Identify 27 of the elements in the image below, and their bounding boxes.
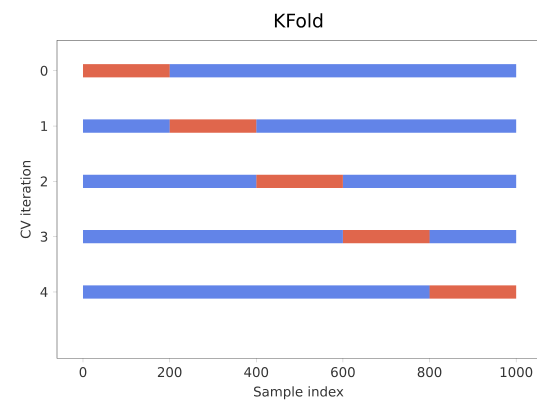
bar xyxy=(430,285,516,299)
bar xyxy=(170,64,516,78)
y-axis-title: CV iteration xyxy=(20,160,31,238)
bar xyxy=(430,230,516,244)
bar xyxy=(82,285,430,299)
x-tick-label: 1000 xyxy=(500,367,532,378)
bar xyxy=(82,119,170,133)
y-tick-label: 2 xyxy=(40,176,47,186)
x-tick-label: 400 xyxy=(244,367,268,378)
x-tick-label: 200 xyxy=(158,367,182,378)
x-tick-label: 0 xyxy=(80,367,86,378)
chart-title: KFold xyxy=(274,13,322,28)
x-tick-label: 800 xyxy=(418,367,442,378)
bar xyxy=(342,174,516,188)
bar xyxy=(82,64,170,78)
bar xyxy=(256,174,343,188)
bar xyxy=(342,230,430,244)
bar xyxy=(82,174,256,188)
bar xyxy=(170,119,256,133)
bar xyxy=(82,230,343,244)
y-tick-label: 0 xyxy=(40,66,48,76)
y-tick-label: 4 xyxy=(40,287,48,297)
x-tick-label: 600 xyxy=(331,367,355,378)
y-tick-label: 1 xyxy=(41,121,48,131)
bar xyxy=(256,119,516,133)
x-axis-title: Sample index xyxy=(254,386,344,400)
y-tick-label: 3 xyxy=(40,232,48,242)
